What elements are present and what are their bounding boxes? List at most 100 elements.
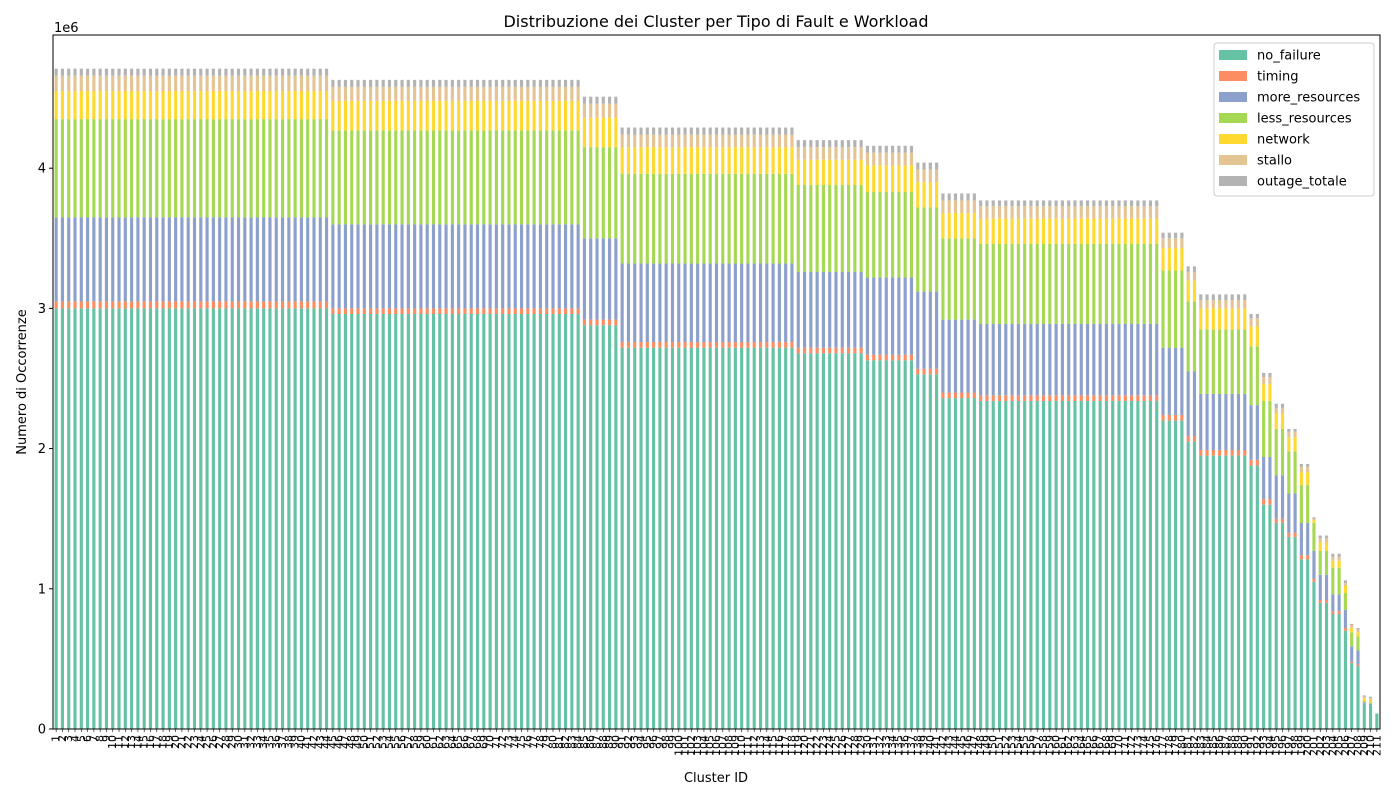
bar-segment <box>1318 602 1322 729</box>
bar-segment <box>714 263 719 343</box>
bar-segment <box>1079 218 1083 244</box>
bar-segment <box>419 224 423 309</box>
bar-segment <box>224 68 228 76</box>
bar-segment <box>362 79 366 87</box>
bar-segment <box>1029 395 1033 401</box>
x-tick-label: 69 <box>477 735 490 749</box>
bar-segment <box>1161 238 1165 249</box>
bar-segment <box>148 308 153 729</box>
bar-segment <box>1016 323 1020 396</box>
bar-segment <box>268 119 272 218</box>
bar-segment <box>740 347 744 729</box>
bar-segment <box>148 75 153 92</box>
x-tick-label: 17 <box>150 735 163 749</box>
bar-segment <box>1048 400 1052 729</box>
x-tick-label: 103 <box>691 735 704 756</box>
bar-segment <box>1293 493 1297 533</box>
bar-segment <box>1029 206 1033 219</box>
bar-segment <box>1362 695 1366 697</box>
bar-segment <box>1085 395 1090 401</box>
bar-segment <box>306 91 310 120</box>
bar-segment <box>545 100 549 131</box>
bar-segment <box>1218 308 1222 330</box>
bar-segment <box>721 347 725 729</box>
x-tick-label: 16 <box>144 735 157 749</box>
bar-segment <box>1167 270 1171 348</box>
bar-segment <box>167 68 171 76</box>
bar-segment <box>595 238 599 320</box>
bar-segment <box>1306 464 1310 467</box>
x-tick-label: 177 <box>1157 735 1170 756</box>
x-tick-label: 85 <box>578 735 591 749</box>
legend: no_failuretimingmore_resourcesless_resou… <box>1213 42 1375 197</box>
bar-segment <box>86 308 90 729</box>
x-tick-label: 29 <box>226 735 239 749</box>
x-tick-label: 19 <box>163 735 176 749</box>
bar-segment <box>1180 347 1184 415</box>
bar-segment <box>1205 455 1209 729</box>
bar-segment <box>1262 372 1266 378</box>
bar-segment <box>268 301 272 309</box>
legend-label: no_failure <box>1257 49 1321 64</box>
legend-label: less_resources <box>1257 112 1352 127</box>
bar-segment <box>312 119 316 218</box>
x-tick-label: 49 <box>352 735 365 749</box>
bar-segment <box>677 147 681 174</box>
bar-segment <box>979 323 983 396</box>
bar-segment <box>1312 518 1316 521</box>
bar-segment <box>1029 323 1033 396</box>
bar-segment <box>293 75 297 92</box>
x-tick-label: 64 <box>446 735 459 749</box>
bar-segment <box>865 165 870 193</box>
bar-segment <box>1280 407 1285 414</box>
bar-segment <box>86 217 90 302</box>
bar-segment <box>626 342 631 348</box>
bar-segment <box>1054 200 1058 207</box>
bar-segment <box>1199 308 1203 330</box>
legend-swatch <box>1219 50 1247 60</box>
x-tick-label: 89 <box>603 735 616 749</box>
bar-segment <box>1023 243 1027 324</box>
bar-segment <box>1375 713 1379 729</box>
bar-segment <box>733 347 737 729</box>
bar-segment <box>1104 200 1108 207</box>
bar-segment <box>570 314 574 729</box>
bar-segment <box>331 308 335 314</box>
bar-segment <box>658 173 662 264</box>
bar-segment <box>312 68 316 76</box>
x-tick-label: 76 <box>521 735 534 749</box>
bar-segment <box>67 75 71 92</box>
bar-segment <box>878 360 882 729</box>
bar-segment <box>469 86 473 101</box>
bar-segment <box>387 86 392 101</box>
x-tick-label: 70 <box>484 735 497 749</box>
bar-segment <box>501 224 505 309</box>
bar-segment <box>438 79 442 87</box>
bar-segment <box>293 217 297 302</box>
bar-segment <box>1174 232 1178 239</box>
bar-segment <box>658 134 662 148</box>
bar-segment <box>299 68 303 76</box>
bar-segment <box>469 79 473 87</box>
bar-segment <box>576 100 580 131</box>
bar-segment <box>891 165 895 193</box>
bar-segment <box>255 301 259 309</box>
bar-segment <box>142 75 146 92</box>
bar-segment <box>312 301 316 309</box>
bar-segment <box>1255 326 1259 347</box>
bars-group <box>54 68 1379 729</box>
bar-segment <box>211 91 215 120</box>
bar-segment <box>73 308 77 729</box>
bar-segment <box>758 127 763 135</box>
bar-segment <box>626 347 631 729</box>
bar-segment <box>1161 420 1165 729</box>
bar-segment <box>1255 314 1259 319</box>
bar-segment <box>180 75 184 92</box>
bar-segment <box>224 75 228 92</box>
bar-segment <box>589 103 593 118</box>
bar-segment <box>236 68 241 76</box>
bar-segment <box>394 86 398 101</box>
bar-segment <box>463 314 467 729</box>
bar-segment <box>280 119 285 218</box>
bar-segment <box>922 291 926 369</box>
